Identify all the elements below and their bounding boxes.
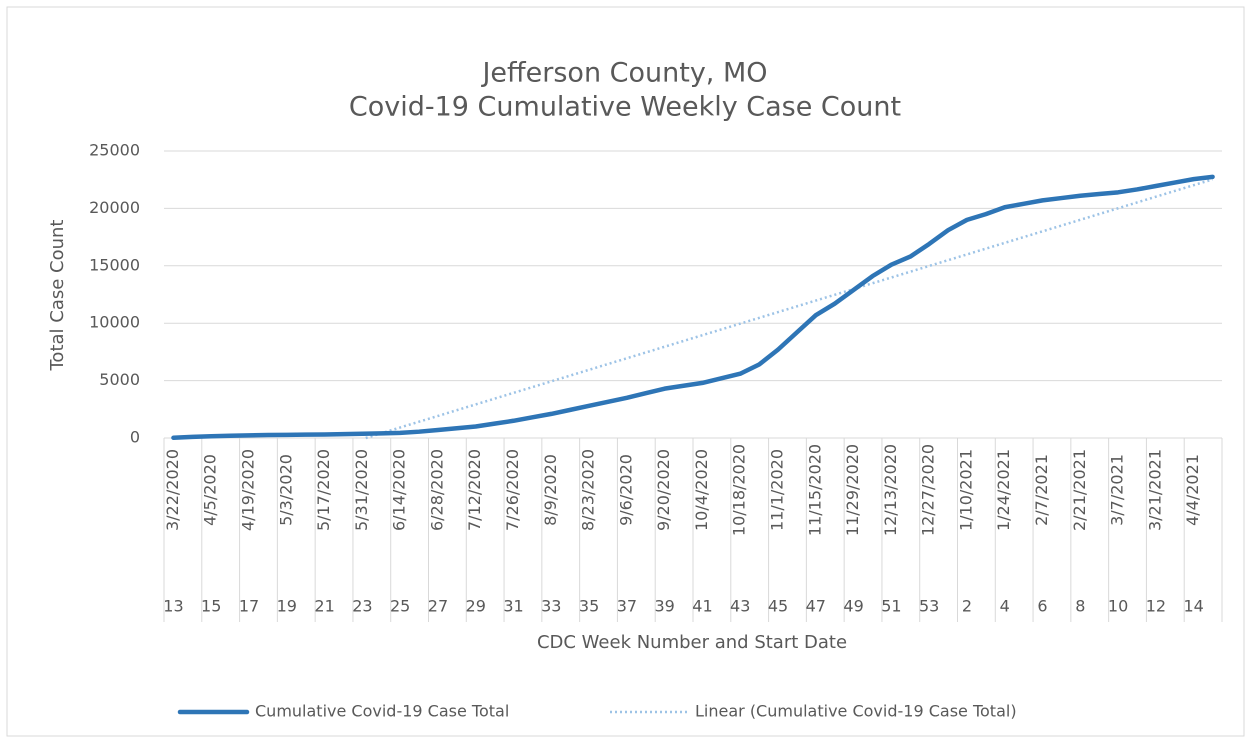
y-axis-title: Total Case Count <box>47 220 68 372</box>
x-tick-label: 2 <box>962 597 972 616</box>
x-date-label: 1/24/2021 <box>994 449 1013 531</box>
x-date-label: 6/14/2020 <box>390 449 409 531</box>
x-tick-label: 8 <box>1075 597 1085 616</box>
x-tick-label: 41 <box>692 597 712 616</box>
x-tick-label: 6 <box>1037 597 1047 616</box>
x-date-label: 5/31/2020 <box>352 449 371 531</box>
x-date-label: 9/20/2020 <box>654 449 673 531</box>
x-date-label: 10/4/2020 <box>692 449 711 531</box>
x-date-label: 4/5/2020 <box>201 454 220 526</box>
x-date-label: 8/9/2020 <box>541 454 560 526</box>
x-tick-label: 29 <box>466 597 486 616</box>
x-tick-label: 45 <box>768 597 788 616</box>
x-date-label: 4/4/2021 <box>1183 454 1202 526</box>
y-tick-label: 20000 <box>89 198 140 217</box>
x-tick-label: 17 <box>239 597 259 616</box>
x-date-label: 3/7/2021 <box>1108 454 1127 526</box>
x-date-label: 3/21/2021 <box>1145 449 1164 531</box>
chart-subtitle: Covid-19 Cumulative Weekly Case Count <box>349 92 901 123</box>
x-tick-label: 10 <box>1108 597 1128 616</box>
x-date-label: 7/26/2020 <box>503 449 522 531</box>
x-tick-label: 13 <box>163 597 183 616</box>
x-tick-label: 4 <box>1000 597 1010 616</box>
chart-frame <box>6 6 1245 737</box>
x-tick-label: 25 <box>390 597 410 616</box>
x-date-label: 11/15/2020 <box>805 444 824 536</box>
x-tick-label: 14 <box>1183 597 1203 616</box>
y-tick-label: 15000 <box>89 255 140 274</box>
x-tick-label: 35 <box>579 597 599 616</box>
y-tick-label: 5000 <box>99 370 140 389</box>
x-date-label: 7/12/2020 <box>465 449 484 531</box>
y-tick-label: 25000 <box>89 141 140 160</box>
chart-title: Jefferson County, MO <box>480 58 767 89</box>
x-date-label: 5/17/2020 <box>314 449 333 531</box>
x-tick-label: 31 <box>503 597 523 616</box>
x-tick-label: 37 <box>617 597 637 616</box>
x-tick-label: 23 <box>352 597 372 616</box>
legend-label: Linear (Cumulative Covid-19 Case Total) <box>695 702 1017 721</box>
x-tick-label: 49 <box>843 597 863 616</box>
x-tick-label: 53 <box>919 597 939 616</box>
x-date-label: 6/28/2020 <box>427 449 446 531</box>
x-tick-label: 47 <box>806 597 826 616</box>
x-date-label: 10/18/2020 <box>730 444 749 536</box>
x-date-label: 11/29/2020 <box>843 444 862 536</box>
x-date-label: 12/13/2020 <box>881 444 900 536</box>
x-date-label: 4/19/2020 <box>239 449 258 531</box>
x-date-label: 12/27/2020 <box>919 444 938 536</box>
x-tick-label: 51 <box>881 597 901 616</box>
x-tick-label: 21 <box>314 597 334 616</box>
y-tick-label: 10000 <box>89 313 140 332</box>
x-tick-label: 33 <box>541 597 561 616</box>
x-tick-label: 27 <box>428 597 448 616</box>
x-tick-label: 43 <box>730 597 750 616</box>
x-date-label: 2/7/2021 <box>1032 454 1051 526</box>
x-date-label: 1/10/2021 <box>956 449 975 531</box>
y-tick-label: 0 <box>130 428 140 447</box>
legend-label: Cumulative Covid-19 Case Total <box>255 702 509 721</box>
x-axis-title: CDC Week Number and Start Date <box>537 632 847 653</box>
x-tick-label: 15 <box>201 597 221 616</box>
x-tick-label: 39 <box>654 597 674 616</box>
x-date-label: 11/1/2020 <box>768 449 787 531</box>
x-tick-label: 19 <box>277 597 297 616</box>
x-date-label: 3/22/2020 <box>163 449 182 531</box>
x-tick-label: 12 <box>1146 597 1166 616</box>
x-date-label: 2/21/2021 <box>1070 449 1089 531</box>
x-date-label: 8/23/2020 <box>579 449 598 531</box>
x-date-label: 9/6/2020 <box>616 454 635 526</box>
x-date-label: 5/3/2020 <box>276 454 295 526</box>
data-line <box>171 174 1215 441</box>
